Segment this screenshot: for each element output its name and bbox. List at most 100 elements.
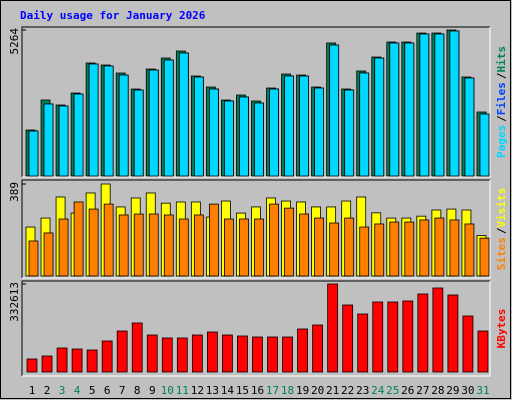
x-tick-label: 25 (386, 384, 399, 397)
bar (447, 294, 459, 373)
bar (449, 30, 460, 177)
bar (372, 301, 384, 373)
bar (146, 334, 158, 373)
bar (419, 219, 430, 277)
bar (464, 223, 475, 277)
bar (208, 203, 219, 277)
bar (357, 313, 369, 373)
bevel-dark (21, 179, 490, 278)
bar (342, 304, 354, 373)
x-tick-label: 29 (446, 384, 459, 397)
bar (387, 301, 399, 373)
bar (404, 221, 415, 277)
bar (163, 59, 174, 177)
bar (312, 324, 324, 373)
bar (479, 113, 490, 177)
bar (237, 335, 248, 373)
bar (282, 336, 293, 373)
bar (88, 63, 99, 177)
x-tick-label: 28 (431, 384, 444, 397)
bar (479, 237, 490, 277)
x-tick-label: 5 (89, 384, 96, 397)
bar (464, 77, 475, 177)
x-tick-label: 6 (104, 384, 111, 397)
bar (374, 57, 385, 177)
bar (222, 334, 233, 373)
bar (43, 103, 54, 177)
bevel-dark (21, 26, 490, 177)
bar (73, 93, 84, 177)
bar (131, 322, 143, 373)
y-tick-label: 389 (8, 182, 21, 202)
bar (434, 33, 445, 177)
x-tick-label: 21 (326, 384, 339, 397)
bar (178, 218, 189, 277)
y-tick-label: 5264 (8, 28, 21, 55)
bar (267, 336, 278, 373)
x-tick-label: 11 (176, 384, 189, 397)
legend: KBytes (495, 309, 508, 349)
bar (133, 89, 144, 177)
x-tick-label: 12 (191, 384, 204, 397)
bar (193, 76, 204, 177)
x-tick-label: 26 (401, 384, 414, 397)
bar (417, 293, 429, 373)
bar (176, 337, 188, 373)
legend-separator: / (495, 72, 508, 79)
x-tick-label: 9 (149, 384, 156, 397)
x-tick-label: 17 (266, 384, 279, 397)
bar (344, 89, 355, 177)
bar (254, 218, 264, 277)
bar (116, 330, 128, 373)
bar (58, 105, 69, 177)
x-tick-label: 24 (371, 384, 385, 397)
legend-entry: Pages (495, 125, 508, 158)
bar (432, 287, 444, 373)
bar (284, 75, 294, 177)
x-tick-label: 8 (134, 384, 141, 397)
y-tick-label: 332613 (8, 282, 21, 322)
bar (58, 218, 69, 277)
bar (359, 226, 370, 277)
bar (56, 347, 68, 373)
bevel-light (22, 180, 491, 279)
x-tick-label: 16 (251, 384, 264, 397)
bar (71, 348, 83, 373)
bar (327, 283, 339, 373)
bar (224, 218, 234, 277)
x-tick-label: 14 (221, 384, 235, 397)
x-tick-label: 22 (341, 384, 354, 397)
bar (269, 203, 279, 277)
bar (449, 219, 460, 277)
bar (404, 42, 415, 177)
x-tick-label: 31 (476, 384, 489, 397)
bar (148, 69, 159, 177)
bar (434, 217, 445, 277)
bar (389, 221, 400, 277)
bar (254, 102, 264, 177)
bar (86, 349, 98, 373)
bevel-light (22, 281, 491, 377)
bar (73, 201, 84, 277)
bar (252, 336, 263, 373)
x-tick-label: 4 (74, 384, 81, 397)
legend-entry: Files (495, 82, 508, 115)
bar (344, 217, 355, 277)
bar (28, 240, 39, 277)
legend-separator: / (495, 115, 508, 122)
bar (163, 214, 174, 277)
bar (118, 214, 129, 277)
x-tick-label: 18 (281, 384, 294, 397)
bar (101, 340, 113, 373)
bar (329, 222, 340, 277)
bar (299, 75, 309, 177)
bar (41, 355, 53, 373)
bar (133, 213, 144, 277)
bar (191, 334, 203, 373)
x-tick-label: 3 (59, 384, 66, 397)
bar (178, 52, 189, 177)
bar (299, 213, 309, 277)
bevel-dark (21, 280, 490, 376)
legend-separator: / (495, 227, 508, 234)
